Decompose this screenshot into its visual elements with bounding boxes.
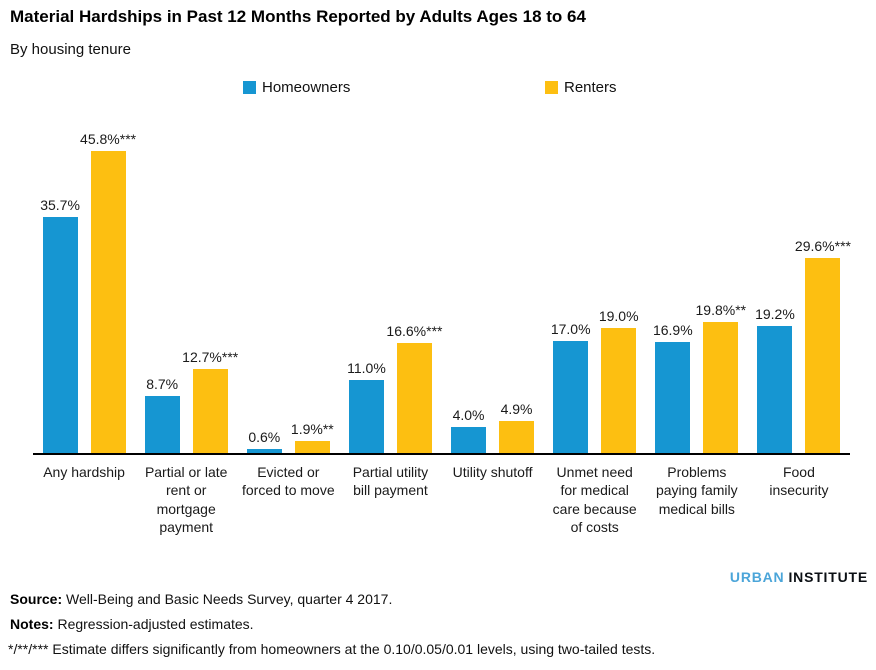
bar-renters	[90, 150, 126, 453]
bar-value-label: 12.7%***	[182, 349, 239, 366]
bar-column-renters: 45.8%***	[80, 105, 136, 453]
category-label: Any hardship	[43, 464, 125, 480]
bar-column-homeowners: 19.2%	[755, 105, 795, 453]
legend-swatch-renters-icon	[545, 81, 558, 94]
bar-value-label: 19.8%**	[695, 302, 747, 319]
bar-value-label: 4.0%	[452, 406, 485, 423]
source-text: Well-Being and Basic Needs Survey, quart…	[62, 591, 393, 607]
bar-homeowners	[42, 217, 78, 453]
bar-value-label: 8.7%	[146, 375, 179, 392]
bar-group: 11.0% 16.6%***	[339, 105, 442, 453]
legend-label-homeowners: Homeowners	[262, 79, 351, 96]
chart-subtitle: By housing tenure	[10, 41, 131, 58]
bar-group: 16.9% 19.8%**	[646, 105, 748, 453]
logo-institute-text: INSTITUTE	[788, 569, 868, 585]
category-label: Unmet need for medical care because of c…	[552, 464, 637, 536]
bar-group: 0.6% 1.9%**	[237, 105, 339, 453]
notes-label: Notes:	[10, 616, 54, 632]
chart-title: Material Hardships in Past 12 Months Rep…	[10, 7, 586, 26]
bar-homeowners	[655, 341, 691, 453]
legend-item-homeowners: Homeowners	[243, 79, 350, 96]
bar-homeowners	[144, 395, 180, 453]
category-label: Evicted or forced to move	[242, 464, 335, 499]
source-label: Source:	[10, 591, 63, 607]
bar-homeowners	[246, 449, 282, 453]
bar-value-label: 16.6%***	[386, 323, 443, 340]
urban-institute-logo: URBAN INSTITUTE	[730, 569, 868, 585]
bar-chart-plot-area: 35.7% 45.8%*** 8.7% 12.7%*** 0.6% 1.9%** 11.0%…	[33, 105, 851, 455]
bar-value-label: 1.9%**	[290, 420, 334, 437]
bar-value-label: 45.8%***	[80, 130, 137, 147]
bar-value-label: 29.6%***	[794, 237, 851, 254]
bar-renters	[805, 257, 841, 453]
bar-column-homeowners: 35.7%	[40, 105, 80, 453]
category-label: Food insecurity	[769, 464, 829, 499]
bar-value-label: 11.0%	[347, 360, 386, 377]
bar-renters	[601, 327, 637, 453]
category-label: Utility shutoff	[452, 464, 533, 480]
bar-value-label: 35.7%	[40, 197, 80, 214]
bar-column-renters: 12.7%***	[182, 105, 238, 453]
bar-homeowners	[757, 326, 793, 453]
bar-group: 19.2% 29.6%***	[748, 105, 851, 453]
bar-column-renters: 19.8%**	[696, 105, 746, 453]
significance-note: */**/*** Estimate differs significantly …	[8, 641, 656, 657]
bar-column-renters: 29.6%***	[795, 105, 851, 453]
bar-value-label: 4.9%	[500, 400, 533, 417]
bar-column-renters: 1.9%**	[291, 105, 334, 453]
category-label: Partial utility bill payment	[352, 464, 429, 499]
bar-value-label: 0.6%	[248, 429, 281, 445]
legend-label-renters: Renters	[564, 79, 617, 96]
bar-column-renters: 19.0%	[598, 105, 639, 453]
notes-text: Regression-adjusted estimates.	[53, 616, 254, 632]
bar-column-homeowners: 16.9%	[652, 105, 693, 453]
bar-group: 35.7% 45.8%***	[33, 105, 136, 453]
logo-urban-text: URBAN	[729, 569, 785, 585]
bar-value-label: 19.2%	[755, 306, 795, 323]
bar-value-label: 17.0%	[550, 320, 591, 337]
legend-item-renters: Renters	[545, 79, 617, 96]
bar-homeowners	[451, 426, 487, 453]
bar-value-label: 16.9%	[652, 321, 693, 338]
legend: Homeowners Renters	[0, 79, 876, 99]
category-axis-labels: Any hardship Partial or late rent or mort…	[33, 463, 850, 537]
legend-swatch-homeowners-icon	[243, 81, 256, 94]
bar-renters	[499, 420, 535, 453]
bar-homeowners	[553, 340, 589, 453]
category-label: Partial or late rent or mortgage payment	[144, 464, 228, 536]
bar-column-homeowners: 8.7%	[144, 105, 180, 453]
bar-renters	[294, 440, 330, 453]
bar-group: 17.0% 19.0%	[544, 105, 646, 453]
bar-homeowners	[348, 380, 384, 453]
notes-note: Notes: Regression-adjusted estimates.	[10, 616, 254, 632]
bar-column-homeowners: 0.6%	[246, 105, 282, 453]
bar-column-renters: 16.6%***	[386, 105, 442, 453]
bar-column-renters: 4.9%	[499, 105, 535, 453]
bar-column-homeowners: 4.0%	[451, 105, 487, 453]
bar-group: 8.7% 12.7%***	[135, 105, 238, 453]
bar-group: 4.0% 4.9%	[442, 105, 544, 453]
bar-value-label: 19.0%	[598, 307, 639, 324]
bar-renters	[703, 322, 739, 453]
bar-renters	[396, 343, 432, 453]
source-note: Source: Well-Being and Basic Needs Surve…	[10, 591, 392, 607]
bar-renters	[192, 369, 228, 453]
bar-column-homeowners: 11.0%	[347, 105, 386, 453]
category-label: Problems paying family medical bills	[655, 464, 738, 517]
bar-column-homeowners: 17.0%	[550, 105, 591, 453]
